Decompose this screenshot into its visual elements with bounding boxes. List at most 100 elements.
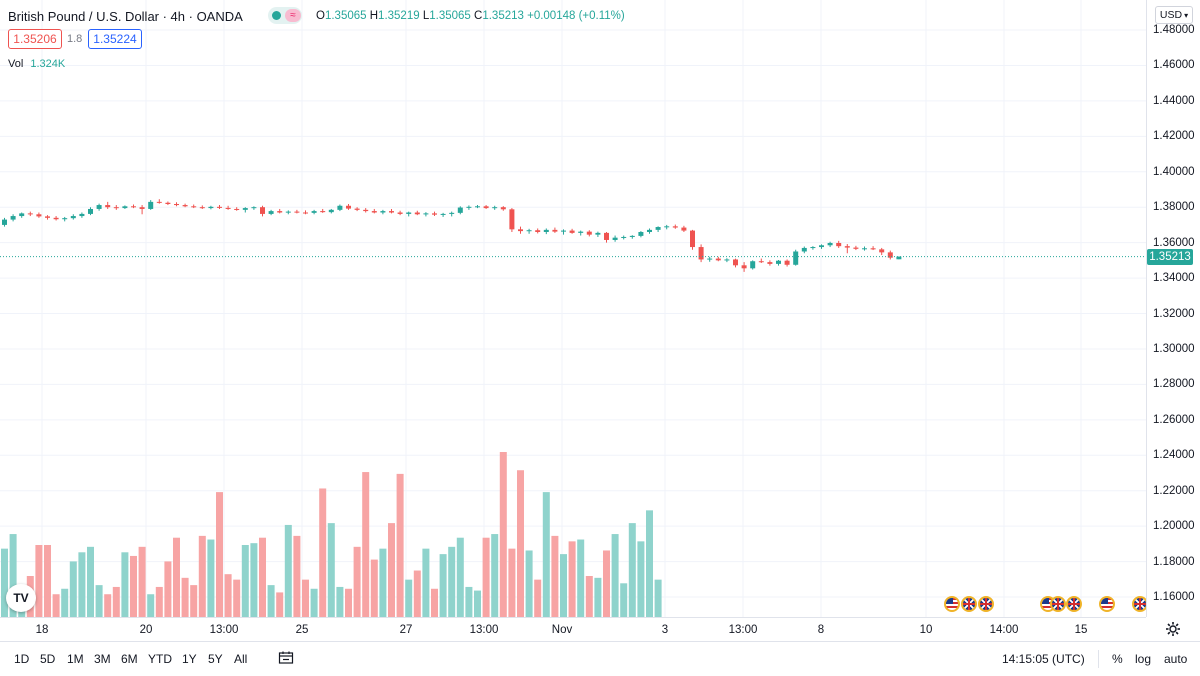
candle-body xyxy=(887,252,893,258)
candle-body xyxy=(70,216,76,219)
candle-body xyxy=(234,208,240,210)
candle-body xyxy=(604,232,609,240)
candle-body xyxy=(156,201,162,203)
candle-body xyxy=(122,206,128,209)
candle-body xyxy=(320,211,326,213)
tradingview-logo[interactable]: TV xyxy=(6,584,36,612)
candle-body xyxy=(629,235,635,237)
candle-body xyxy=(328,209,334,213)
candlestick xyxy=(45,215,50,220)
uk-flag-event-icon[interactable] xyxy=(961,596,977,612)
candlestick xyxy=(500,206,506,211)
candle-body xyxy=(862,248,867,250)
uk-flag-event-icon[interactable] xyxy=(978,596,994,612)
candle-body xyxy=(242,208,248,210)
percent-scale-button[interactable]: % xyxy=(1112,652,1123,666)
gear-icon[interactable] xyxy=(1162,619,1184,639)
candle-body xyxy=(853,247,859,249)
time-tick-label: 13:00 xyxy=(728,624,758,636)
volume-bar xyxy=(482,537,490,617)
candle-body xyxy=(879,249,885,253)
candlestick xyxy=(638,231,644,238)
market-status-toggle[interactable]: ≈ xyxy=(268,7,302,24)
candle-body xyxy=(578,231,584,233)
range-6m-button[interactable]: 6M xyxy=(121,652,138,666)
symbol-legend[interactable]: British Pound / U.S. Dollar · 4h · OANDA xyxy=(8,6,243,26)
volume-bar xyxy=(173,537,180,617)
candle-body xyxy=(380,211,386,213)
price-tick-label: 1.44000 xyxy=(1153,94,1195,107)
volume-bar xyxy=(422,548,430,617)
range-1d-button[interactable]: 1D xyxy=(14,652,30,666)
volume-bar xyxy=(52,594,60,617)
volume-bar xyxy=(603,550,610,617)
range-3m-button[interactable]: 3M xyxy=(94,652,111,666)
uk-flag-event-icon[interactable] xyxy=(1132,596,1146,612)
range-5d-button[interactable]: 5D xyxy=(40,652,56,666)
volume-bar xyxy=(181,577,189,617)
candlestick xyxy=(320,208,326,213)
candlestick xyxy=(423,212,429,217)
candle-body xyxy=(217,206,222,208)
sell-price-button[interactable]: 1.35206 xyxy=(8,29,62,49)
candle-body xyxy=(707,258,713,260)
price-chart[interactable] xyxy=(0,0,1146,617)
us-flag-event-icon[interactable] xyxy=(1099,596,1115,612)
bottom-toolbar: 1D 5D 1M 3M 6M YTD 1Y 5Y All 14:15:05 (U… xyxy=(0,641,1200,676)
candle-body xyxy=(612,237,618,240)
symbol-title[interactable]: British Pound / U.S. Dollar · 4h · OANDA xyxy=(8,8,243,24)
candlestick xyxy=(105,201,111,209)
candle-body xyxy=(303,212,308,214)
wave-icon: ≈ xyxy=(285,9,301,22)
volume-bar xyxy=(78,552,86,617)
currency-select[interactable]: USD ▾ xyxy=(1155,6,1193,24)
candlestick xyxy=(741,262,747,272)
auto-scale-button[interactable]: auto xyxy=(1164,652,1188,666)
candle-body xyxy=(672,226,678,228)
timezone-clock[interactable]: 14:15:05 (UTC) xyxy=(1002,652,1085,666)
candle-body xyxy=(423,213,429,215)
candle-body xyxy=(131,206,136,208)
candle-body xyxy=(440,213,446,215)
candlestick xyxy=(303,210,308,215)
price-tick-label: 1.36000 xyxy=(1153,236,1195,249)
candlestick xyxy=(208,205,214,210)
low-value: 1.35065 xyxy=(429,10,471,22)
buy-price-button[interactable]: 1.35224 xyxy=(88,29,142,49)
candle-body xyxy=(561,230,566,232)
range-5y-button[interactable]: 5Y xyxy=(208,652,223,666)
candlestick xyxy=(174,202,179,207)
candlestick xyxy=(294,209,300,214)
candle-body xyxy=(569,230,575,233)
uk-flag-event-icon[interactable] xyxy=(1050,596,1066,612)
range-ytd-button[interactable]: YTD xyxy=(148,652,172,666)
uk-flag-event-icon[interactable] xyxy=(1066,596,1082,612)
date-range-icon[interactable] xyxy=(278,650,294,671)
price-tick-label: 1.34000 xyxy=(1153,272,1195,285)
candlestick xyxy=(113,205,119,210)
range-1m-button[interactable]: 1M xyxy=(67,652,84,666)
volume-legend[interactable]: Vol 1.324K xyxy=(8,58,65,70)
candlestick xyxy=(604,231,609,243)
price-tick-label: 1.20000 xyxy=(1153,520,1195,533)
candle-body xyxy=(664,226,670,228)
log-scale-button[interactable]: log xyxy=(1135,652,1152,666)
time-tick-label: 8 xyxy=(817,624,825,636)
volume-bar xyxy=(95,585,103,617)
range-1y-button[interactable]: 1Y xyxy=(182,652,197,666)
candlestick xyxy=(647,228,652,234)
candle-body xyxy=(113,207,119,209)
time-axis[interactable]: 18 20 13:00 25 27 13:00 Nov 3 13:00 8 10 14:00 15 xyxy=(0,617,1146,642)
time-tick-label: 27 xyxy=(399,624,413,636)
chart-area[interactable]: British Pound / U.S. Dollar · 4h · OANDA… xyxy=(0,0,1146,617)
price-scale[interactable]: 1.48000 1.46000 1.44000 1.42000 1.40000 1.380… xyxy=(1146,0,1200,617)
time-tick-label: 13:00 xyxy=(469,624,499,636)
us-flag-event-icon[interactable] xyxy=(944,596,960,612)
spread-value: 1.8 xyxy=(67,33,83,45)
candle-body xyxy=(165,202,171,204)
candlestick xyxy=(277,208,283,214)
candle-body xyxy=(260,207,265,214)
range-all-button[interactable]: All xyxy=(234,652,248,666)
volume-value: 1.324K xyxy=(30,58,66,70)
volume-bar xyxy=(465,586,473,617)
